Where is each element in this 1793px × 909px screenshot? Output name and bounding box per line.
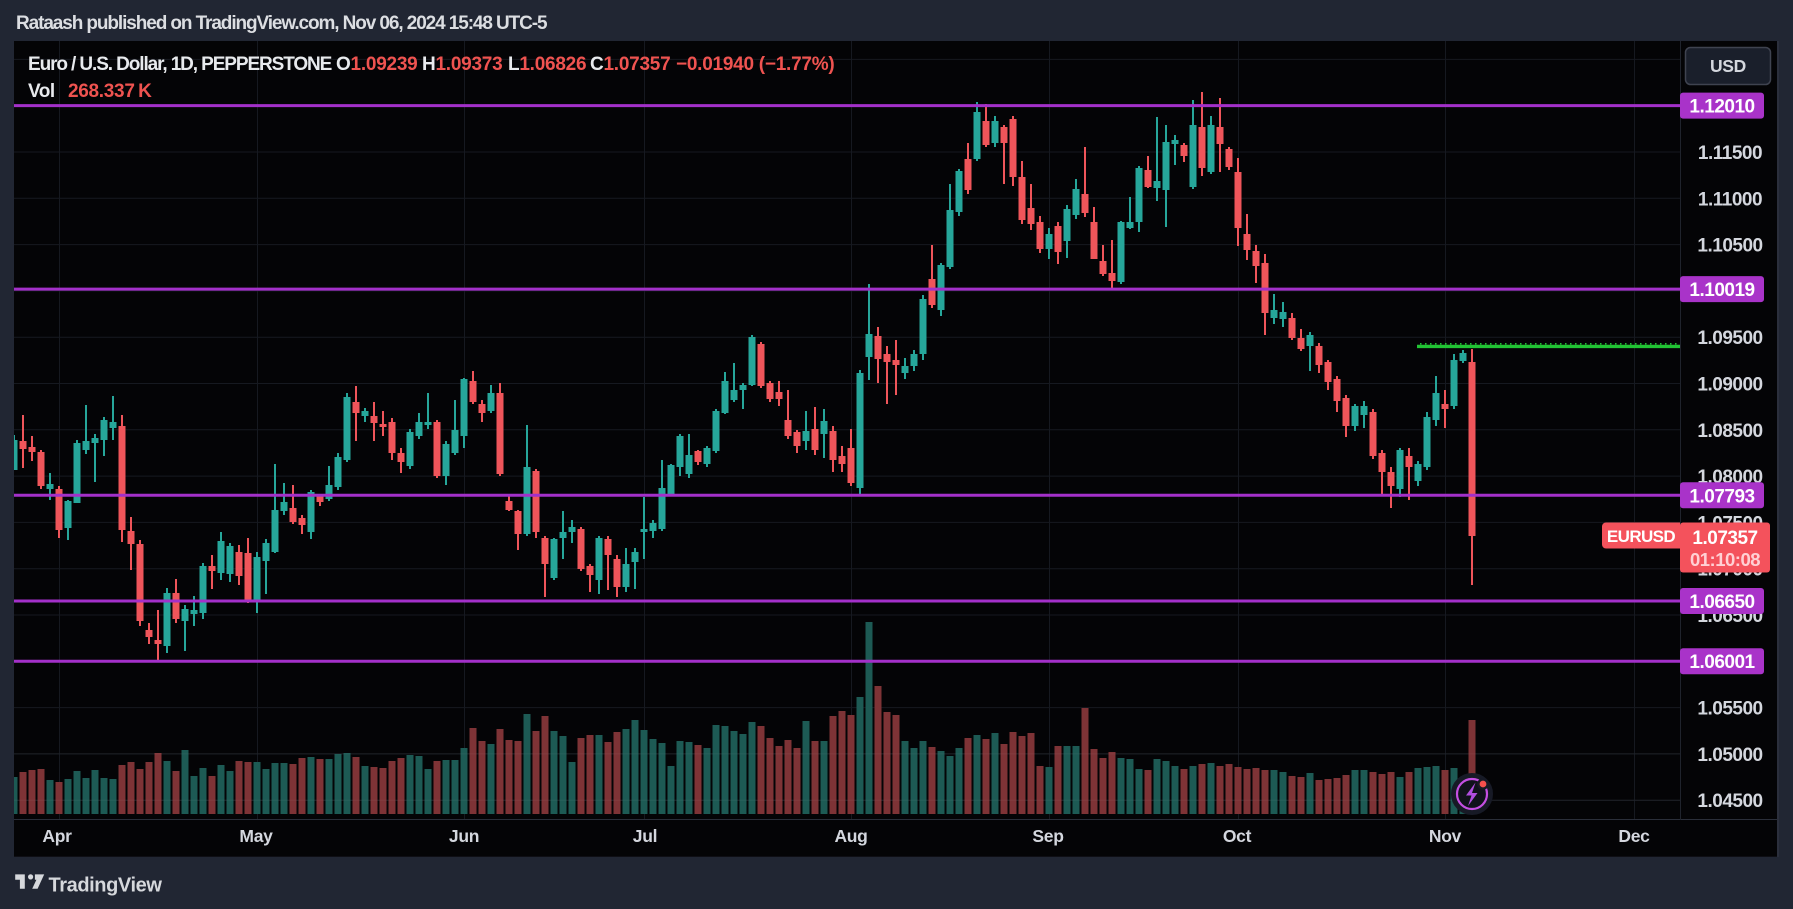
svg-text:1.05000: 1.05000 — [1697, 745, 1762, 766]
svg-text:TradingView: TradingView — [49, 875, 163, 897]
svg-text:1.09500: 1.09500 — [1697, 328, 1762, 349]
svg-text:1.12010: 1.12010 — [1689, 97, 1754, 118]
svg-text:Jun: Jun — [449, 826, 479, 846]
svg-text:Rataash published on TradingVi: Rataash published on TradingView.com, No… — [16, 13, 548, 34]
svg-text:Dec: Dec — [1618, 826, 1650, 846]
svg-text:Vol: Vol — [28, 81, 55, 102]
svg-text:1.07793: 1.07793 — [1689, 486, 1754, 507]
svg-text:Euro / U.S. Dollar, 1D, PEPPER: Euro / U.S. Dollar, 1D, PEPPERSTONE — [28, 54, 332, 75]
svg-text:May: May — [239, 826, 273, 846]
svg-text:1.04500: 1.04500 — [1697, 791, 1762, 812]
svg-text:Apr: Apr — [42, 826, 72, 846]
svg-text:Jul: Jul — [633, 826, 657, 846]
svg-text:Aug: Aug — [834, 826, 867, 846]
svg-text:EURUSD: EURUSD — [1607, 527, 1676, 546]
svg-text:USD: USD — [1710, 56, 1746, 76]
svg-text:1.05500: 1.05500 — [1697, 699, 1762, 720]
svg-text:1.08500: 1.08500 — [1697, 421, 1762, 442]
svg-text:1.09000: 1.09000 — [1697, 375, 1762, 396]
svg-text:268.337 K: 268.337 K — [68, 81, 152, 102]
svg-text:Nov: Nov — [1429, 826, 1462, 846]
svg-text:1.10019: 1.10019 — [1689, 280, 1754, 301]
svg-text:1.06650: 1.06650 — [1689, 592, 1754, 613]
svg-text:1.11000: 1.11000 — [1698, 189, 1762, 210]
svg-text:Oct: Oct — [1223, 826, 1252, 846]
svg-text:Sep: Sep — [1032, 826, 1063, 846]
svg-text:1.11500: 1.11500 — [1698, 143, 1762, 164]
svg-text:1.10500: 1.10500 — [1697, 236, 1762, 257]
svg-text:01:10:08: 01:10:08 — [1690, 549, 1760, 570]
svg-text:1.07357: 1.07357 — [1692, 528, 1757, 549]
svg-text:1.06001: 1.06001 — [1689, 652, 1755, 673]
